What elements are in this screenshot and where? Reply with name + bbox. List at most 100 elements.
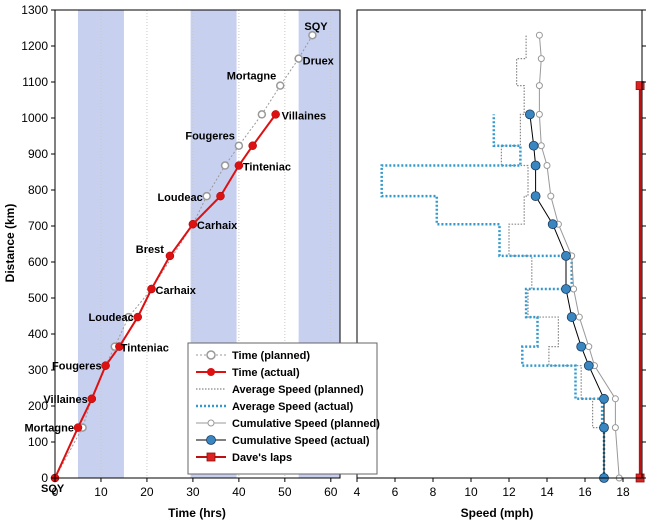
time-planned-point-14 — [308, 30, 317, 40]
time-actual-point-11 — [248, 141, 257, 150]
checkpoint-label-2: Villaines — [43, 394, 87, 406]
cum-speed-actual-point-10 — [530, 160, 541, 171]
y-tick-label-1000: 1000 — [21, 111, 48, 125]
time-actual-point-7 — [165, 251, 175, 261]
checkpoint-label-5: Loudeac — [89, 312, 134, 324]
legend-label-avg-actual: Average Speed (actual) — [232, 401, 354, 413]
y-tick-label-200: 200 — [28, 399, 48, 413]
cum-speed-actual-line — [529, 114, 605, 478]
x-tick-label-speed-18: 18 — [616, 485, 630, 499]
speed-panel-frame — [356, 9, 643, 479]
checkpoint-label-13: Mortagne — [227, 71, 277, 83]
cum-speed-planned-point-13 — [535, 82, 543, 90]
y-tick-label-500: 500 — [28, 291, 48, 305]
legend-symbol-laps-marker — [206, 452, 216, 462]
cum-speed-planned-point-15 — [535, 31, 543, 39]
checkpoint-label-11: Fougeres — [185, 131, 235, 143]
legend-label-cum-actual: Cumulative Speed (actual) — [232, 435, 370, 447]
y-tick-label-600: 600 — [28, 255, 48, 269]
time-planned-point-9 — [220, 161, 230, 170]
time-planned-point-8 — [202, 191, 211, 201]
legend-label-time-planned: Time (planned) — [232, 350, 310, 362]
cum-speed-planned-point-4 — [585, 343, 593, 351]
checkpoint-label-6: Carhaix — [156, 285, 197, 297]
legend-label-time-actual: Time (actual) — [232, 367, 300, 379]
time-planned-point-10 — [234, 141, 244, 150]
legend-box — [187, 342, 378, 475]
time-planned-point-13 — [294, 54, 303, 63]
cum-speed-planned-point-10 — [543, 162, 551, 170]
cum-speed-actual-point-11 — [528, 140, 539, 151]
cum-speed-planned-point-2 — [611, 395, 619, 403]
y-tick-label-100: 100 — [28, 435, 48, 449]
cum-speed-planned-point-12 — [535, 110, 543, 118]
x-tick-label-speed-8: 8 — [430, 485, 437, 499]
time-planned-point-5 — [124, 312, 133, 322]
cum-speed-planned-line — [538, 35, 620, 479]
checkpoint-label-0: SQY — [41, 483, 65, 495]
avg-speed-actual-line — [380, 114, 606, 478]
time-actual-point-1 — [73, 423, 83, 432]
checkpoint-label-14: Druex — [303, 56, 335, 68]
speed-panel-series — [380, 31, 645, 483]
time-actual-point-4 — [115, 342, 124, 351]
y-tick-label-1100: 1100 — [22, 75, 48, 89]
x-tick-label-speed-10: 10 — [464, 485, 478, 499]
plot-frames — [54, 9, 643, 479]
daves-laps-marker-1 — [635, 81, 645, 90]
legend-symbol-time-planned-marker — [206, 350, 216, 360]
legend-symbol-cum-planned-marker — [207, 419, 215, 427]
checkpoint-label-9: Loudeac — [157, 192, 202, 204]
time-actual-point-6 — [147, 284, 156, 294]
cum-speed-actual-point-12 — [525, 109, 535, 120]
cum-speed-actual-point-6 — [561, 284, 571, 294]
cum-speed-planned-point-14 — [537, 55, 545, 63]
y-tick-label-300: 300 — [28, 363, 48, 377]
y-axis-label: Distance (km) — [3, 204, 17, 283]
time-actual-point-8 — [188, 219, 198, 229]
x-tick-label-time-60: 60 — [324, 485, 338, 499]
axis-ticks: 0100200300400500600700800900100011001200… — [21, 3, 646, 499]
checkpoint-label-12: Villaines — [282, 110, 326, 122]
x-tick-label-time-30: 30 — [186, 485, 200, 499]
checkpoint-label-7: Brest — [136, 244, 164, 256]
cum-speed-planned-point-9 — [547, 192, 555, 200]
avg-speed-planned-line — [500, 35, 605, 478]
cum-speed-actual-point-1 — [599, 422, 609, 433]
y-tick-label-400: 400 — [28, 327, 48, 341]
time-planned-point-12 — [275, 81, 285, 90]
time-planned-point-11 — [257, 110, 267, 119]
x-tick-label-time-0: 0 — [52, 485, 59, 499]
checkpoint-label-4: Tinteniac — [121, 343, 169, 355]
x-tick-label-speed-6: 6 — [392, 485, 399, 499]
y-tick-label-1300: 1300 — [21, 3, 48, 17]
cum-speed-planned-point-5 — [575, 313, 583, 321]
x-tick-label-speed-16: 16 — [578, 485, 592, 499]
cum-speed-planned-point-11 — [537, 142, 545, 150]
x-tick-label-time-40: 40 — [232, 485, 246, 499]
cum-speed-actual-point-5 — [566, 312, 577, 322]
checkpoint-label-3: Fougeres — [52, 361, 102, 373]
x-tick-label-speed-4: 4 — [354, 485, 361, 499]
cum-speed-actual-point-3 — [583, 360, 594, 371]
time-actual-point-2 — [87, 394, 97, 404]
checkpoint-label-1: Mortagne — [24, 423, 74, 435]
time-panel-frame — [54, 9, 341, 479]
time-actual-point-3 — [101, 361, 110, 370]
checkpoint-labels: SQY Mortagne Villaines Fougeres Tinteniac Lou… — [24, 21, 334, 495]
checkpoint-label-8: Carhaix — [197, 220, 238, 232]
x-tick-label-time-20: 20 — [140, 485, 154, 499]
cum-speed-actual-point-9 — [530, 191, 541, 202]
x-axis-label-speed: Speed (mph) — [461, 506, 534, 520]
cum-speed-actual-point-7 — [561, 250, 571, 261]
y-tick-label-900: 900 — [28, 147, 48, 161]
x-tick-label-speed-12: 12 — [502, 485, 516, 499]
y-tick-label-700: 700 — [28, 219, 48, 233]
cum-speed-actual-point-8 — [547, 219, 558, 230]
time-panel-series — [50, 30, 317, 483]
time-actual-point-5 — [133, 312, 142, 322]
x-tick-label-time-10: 10 — [94, 485, 108, 499]
time-actual-point-9 — [216, 191, 225, 201]
y-tick-label-1200: 1200 — [21, 39, 48, 53]
